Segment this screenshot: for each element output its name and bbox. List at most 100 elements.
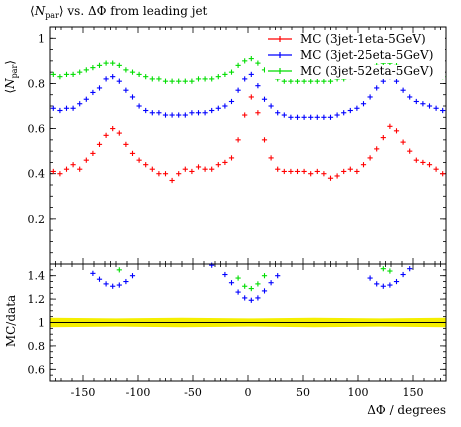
main-data-point xyxy=(360,101,367,107)
main-data-point xyxy=(354,105,360,111)
main-data-point xyxy=(275,166,281,172)
ratio-data-point xyxy=(90,270,96,276)
ratio-data-point xyxy=(235,275,241,281)
main-data-point xyxy=(70,71,76,77)
main-data-point xyxy=(275,110,281,116)
main-data-point xyxy=(321,78,327,84)
main-data-point xyxy=(222,159,228,166)
main-data-point xyxy=(413,157,419,163)
main-data-point xyxy=(110,60,116,66)
main-data-point xyxy=(215,105,221,111)
ratio-data-point xyxy=(255,281,261,287)
ratio-data-point xyxy=(393,278,400,285)
x-tick-label: -150 xyxy=(71,386,96,399)
ratio-data-point xyxy=(387,268,393,274)
main-data-point xyxy=(228,98,235,105)
main-data-point xyxy=(321,171,327,177)
ratio-data-point xyxy=(228,280,235,286)
ratio-data-point xyxy=(374,281,380,287)
main-data-point xyxy=(110,74,116,80)
main-data-point xyxy=(156,76,162,82)
x-tick-label: -100 xyxy=(126,386,151,399)
y-tick-label: 1 xyxy=(38,317,45,330)
ratio-y-axis-label: MC/data xyxy=(4,295,18,347)
main-data-point xyxy=(162,112,169,118)
main-data-point xyxy=(90,89,96,96)
legend-label: MC (3jet-52eta-5GeV) xyxy=(300,64,433,78)
main-data-point xyxy=(308,171,314,177)
main-data-point xyxy=(169,78,175,84)
main-data-point xyxy=(374,85,380,91)
main-data-point xyxy=(347,107,353,114)
main-data-point xyxy=(380,135,386,141)
ratio-data-point xyxy=(116,267,122,273)
legend-entry-background xyxy=(265,33,445,47)
main-data-point xyxy=(182,78,188,84)
main-data-point xyxy=(63,105,70,111)
main-data-point xyxy=(380,78,386,84)
main-data-point xyxy=(123,87,129,93)
main-data-point xyxy=(393,128,400,134)
main-data-point xyxy=(136,71,142,77)
main-data-point xyxy=(50,71,56,77)
main-data-point xyxy=(433,166,439,172)
ratio-data-point xyxy=(255,295,261,301)
y-tick-label: 1 xyxy=(38,32,45,45)
ratio-data-point xyxy=(380,266,386,272)
main-data-point xyxy=(195,76,202,82)
main-data-point xyxy=(176,78,182,84)
y-tick-label: 0.6 xyxy=(28,363,46,376)
main-data-point xyxy=(301,78,307,84)
y-tick-label: 0.6 xyxy=(28,123,46,136)
y-tick-label: 0.4 xyxy=(28,168,46,181)
data-points-layer xyxy=(50,56,446,303)
ratio-data-point xyxy=(387,282,393,288)
main-data-point xyxy=(281,78,287,84)
main-data-point xyxy=(261,137,268,143)
main-data-point xyxy=(255,110,261,116)
main-data-point xyxy=(169,112,175,118)
main-data-point xyxy=(347,166,353,172)
main-data-point xyxy=(433,105,439,111)
main-data-point xyxy=(103,76,109,82)
main-data-point xyxy=(288,114,294,120)
main-data-point xyxy=(50,105,56,111)
ratio-data-point xyxy=(261,273,268,279)
main-data-point xyxy=(341,110,347,116)
main-data-point xyxy=(413,98,419,105)
ratio-data-point xyxy=(103,281,109,287)
x-tick-label: 100 xyxy=(348,386,369,399)
main-data-point xyxy=(149,166,155,172)
main-data-point xyxy=(96,62,103,68)
main-data-point xyxy=(202,110,208,116)
ratio-data-point xyxy=(407,266,413,272)
main-data-point xyxy=(242,76,248,82)
ratio-data-point xyxy=(261,288,268,294)
ratio-panel-frame xyxy=(49,263,447,382)
ratio-data-point xyxy=(235,289,241,295)
main-data-point xyxy=(228,155,235,161)
main-data-point xyxy=(327,78,334,84)
main-data-point xyxy=(426,103,433,109)
main-y-axis-label: ⟨Npar⟩ xyxy=(3,60,19,94)
ratio-data-point xyxy=(123,278,129,285)
main-data-point xyxy=(116,78,122,84)
main-data-point xyxy=(110,125,116,132)
main-data-point xyxy=(367,155,373,161)
main-data-point xyxy=(235,87,241,93)
main-data-point xyxy=(195,110,202,116)
main-data-point xyxy=(103,132,109,138)
main-data-point xyxy=(294,78,301,84)
main-data-point xyxy=(222,103,228,109)
main-data-point xyxy=(77,166,83,172)
main-data-point xyxy=(215,162,221,168)
main-data-point xyxy=(268,155,274,161)
main-data-point xyxy=(360,162,367,168)
main-data-point xyxy=(387,123,393,129)
legend-entry-background xyxy=(265,65,445,79)
main-data-point xyxy=(189,78,195,84)
main-data-point xyxy=(90,65,96,71)
main-data-point xyxy=(176,171,182,177)
main-data-point xyxy=(215,74,221,80)
